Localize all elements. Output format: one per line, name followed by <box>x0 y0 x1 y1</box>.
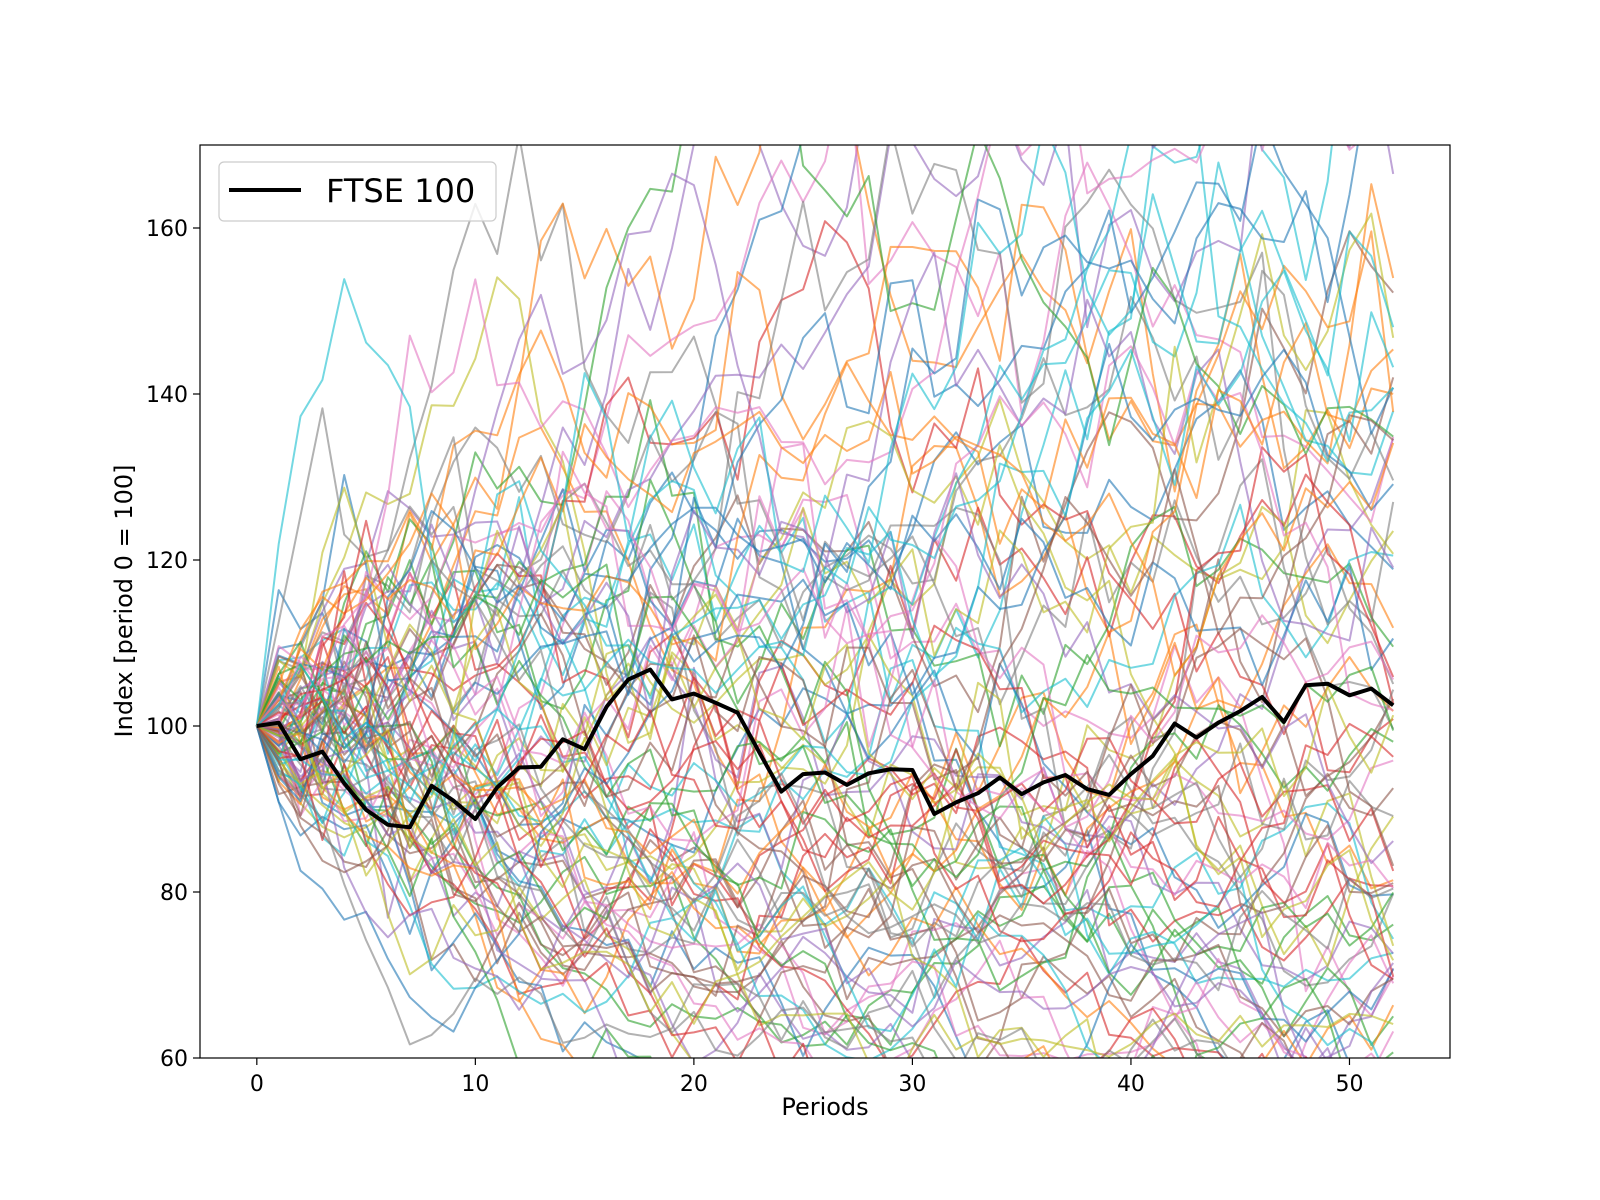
simulated-path-line <box>255 663 1156 1058</box>
x-tick-label: 50 <box>1335 1072 1363 1097</box>
simulated-path-line <box>256 230 1395 895</box>
plot-area-frame <box>199 144 1451 1059</box>
simulated-path-line <box>256 183 1395 730</box>
simulated-path-line <box>256 145 1394 728</box>
simulated-path-line <box>255 369 1394 727</box>
y-tick-label: 160 <box>146 217 188 242</box>
y-tick-label: 100 <box>146 715 188 740</box>
simulated-path-line <box>255 145 1333 755</box>
simulated-path-line <box>255 725 692 1058</box>
y-tick-label: 60 <box>160 1047 188 1072</box>
simulated-path-line <box>255 559 1394 1058</box>
x-axis: 0 10 20 30 40 50 <box>250 1058 1363 1097</box>
simulated-path-line <box>256 700 1394 1058</box>
simulated-path-line <box>255 145 1359 764</box>
ftse-100-line <box>256 667 1395 830</box>
simulated-path-line <box>255 486 1394 1058</box>
x-tick-label: 0 <box>250 1072 264 1097</box>
simulated-path-line <box>255 725 1051 1058</box>
simulated-path-line <box>256 693 1395 1058</box>
simulated-path-line <box>255 505 1395 961</box>
simulated-path-line <box>255 145 1395 727</box>
y-tick-label: 120 <box>146 549 188 574</box>
simulated-path-line <box>255 675 1226 1058</box>
y-axis-label: Index [period 0 = 100] <box>110 465 138 738</box>
simulated-path-line <box>256 559 1394 992</box>
simulated-path-line <box>256 322 1394 727</box>
legend: FTSE 100 <box>218 161 497 222</box>
y-axis: 60 80 100 120 140 160 <box>146 217 200 1072</box>
simulated-path-line <box>256 725 1394 1058</box>
simulated-path-line <box>256 685 1395 1025</box>
x-tick-label: 40 <box>1117 1072 1145 1097</box>
simulated-path-line <box>256 145 1357 727</box>
simulated-path-line <box>256 697 1394 992</box>
simulated-path-line <box>256 472 1394 865</box>
simulated-path-line <box>255 654 1395 1058</box>
simulated-path-line <box>256 627 1395 867</box>
ftse-series-group <box>256 667 1395 830</box>
x-axis-label: Periods <box>781 1093 868 1121</box>
simulated-path-line <box>255 656 1394 1015</box>
simulated-path-line <box>256 688 1202 1058</box>
y-tick-label: 80 <box>160 881 188 906</box>
simulated-path-line <box>256 717 1333 1058</box>
simulated-path-line <box>256 519 1394 943</box>
simulated-path-line <box>256 662 1224 1058</box>
simulated-path-line <box>256 426 1394 939</box>
legend-label-ftse-100: FTSE 100 <box>326 172 475 210</box>
simulated-path-line <box>256 672 1395 893</box>
simulated-path-line <box>255 725 1102 1058</box>
simulated-path-line <box>256 716 1394 948</box>
x-tick-label: 30 <box>898 1072 926 1097</box>
simulated-path-line <box>255 269 1395 727</box>
simulated-path-line <box>255 725 1229 1058</box>
x-tick-label: 20 <box>680 1072 708 1097</box>
simulated-path-line <box>255 655 1293 1058</box>
simulated-path-line <box>256 145 1158 778</box>
simulated-path-line <box>255 230 1394 756</box>
simulated-path-line <box>256 450 1394 909</box>
simulated-path-line <box>255 536 1394 842</box>
y-tick-label: 140 <box>146 383 188 408</box>
simulated-path-line <box>255 145 802 826</box>
simulated-path-line <box>255 446 1395 917</box>
legend-box <box>218 161 497 222</box>
simulated-path-line <box>256 145 1395 796</box>
simulated-path-line <box>255 371 1395 727</box>
simulated-path-line <box>256 145 1395 727</box>
simulated-path-line <box>256 563 1395 887</box>
x-tick-label: 10 <box>461 1072 489 1097</box>
simulated-path-line <box>255 342 1394 1033</box>
simulated-path-line <box>255 709 1380 1058</box>
simulated-path-line <box>255 145 1395 727</box>
